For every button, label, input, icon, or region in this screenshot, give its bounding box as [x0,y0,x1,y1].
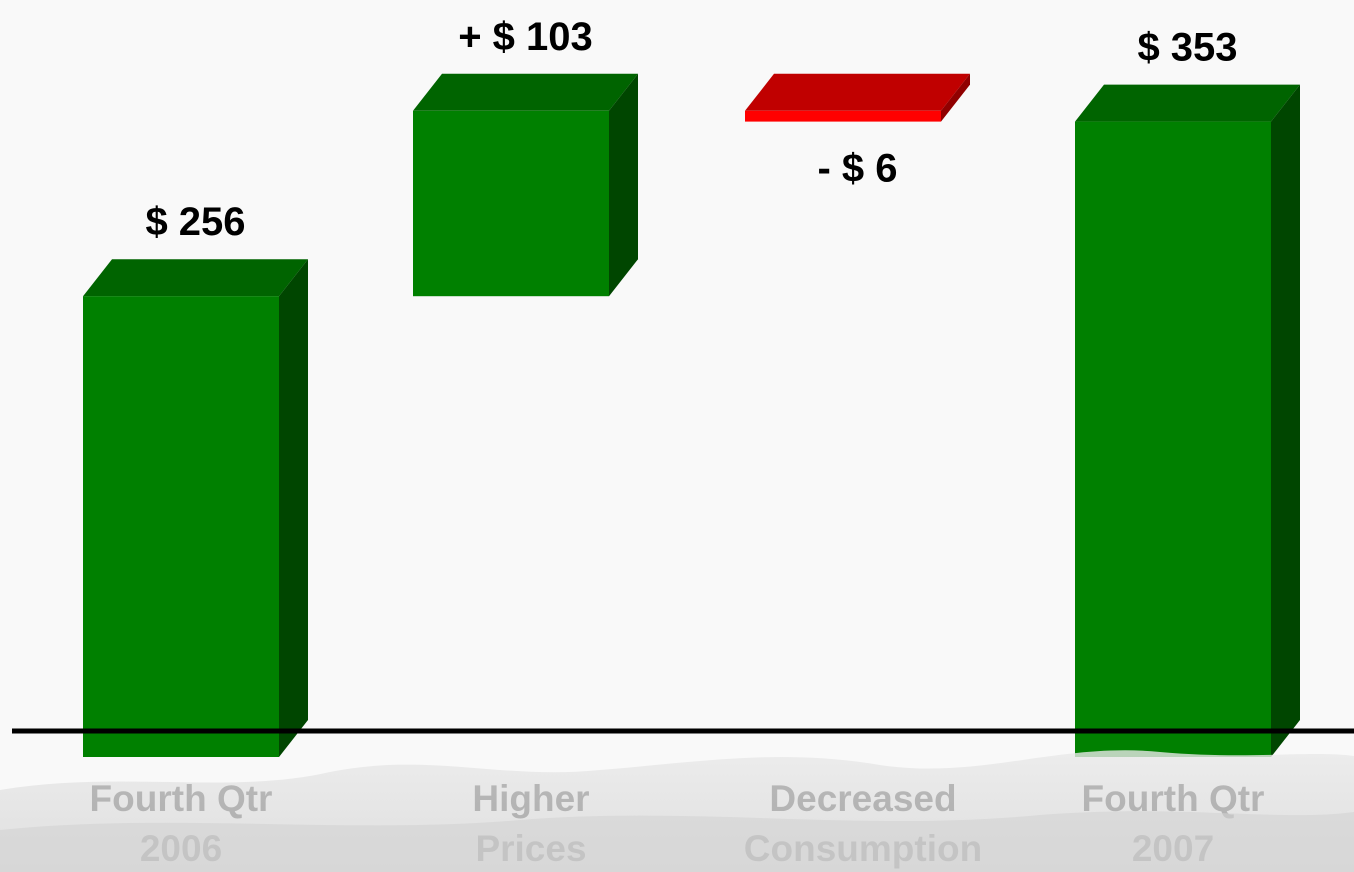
bar-front-face [1075,121,1271,758]
bar-top-face [1075,84,1300,122]
bar-side-face [609,73,638,297]
bar-side-face [279,259,308,757]
bar-top-face [745,73,970,111]
bar-side-face [941,73,970,122]
bar-1 [83,259,308,757]
bar-2 [413,73,638,297]
value-label: - $ 6 [817,147,897,191]
value-label: + $ 103 [458,15,593,59]
value-label: $ 353 [1137,26,1237,70]
value-label: $ 256 [145,200,245,244]
bar-front-face [745,110,941,122]
bar-3 [745,73,970,122]
bar-top-face [413,73,638,111]
bar-side-face [1271,84,1300,758]
bar-top-face [83,259,308,297]
bar-4 [1075,84,1300,758]
bars-layer [83,73,1300,758]
bar-front-face [83,296,279,757]
bar-front-face [413,110,609,297]
